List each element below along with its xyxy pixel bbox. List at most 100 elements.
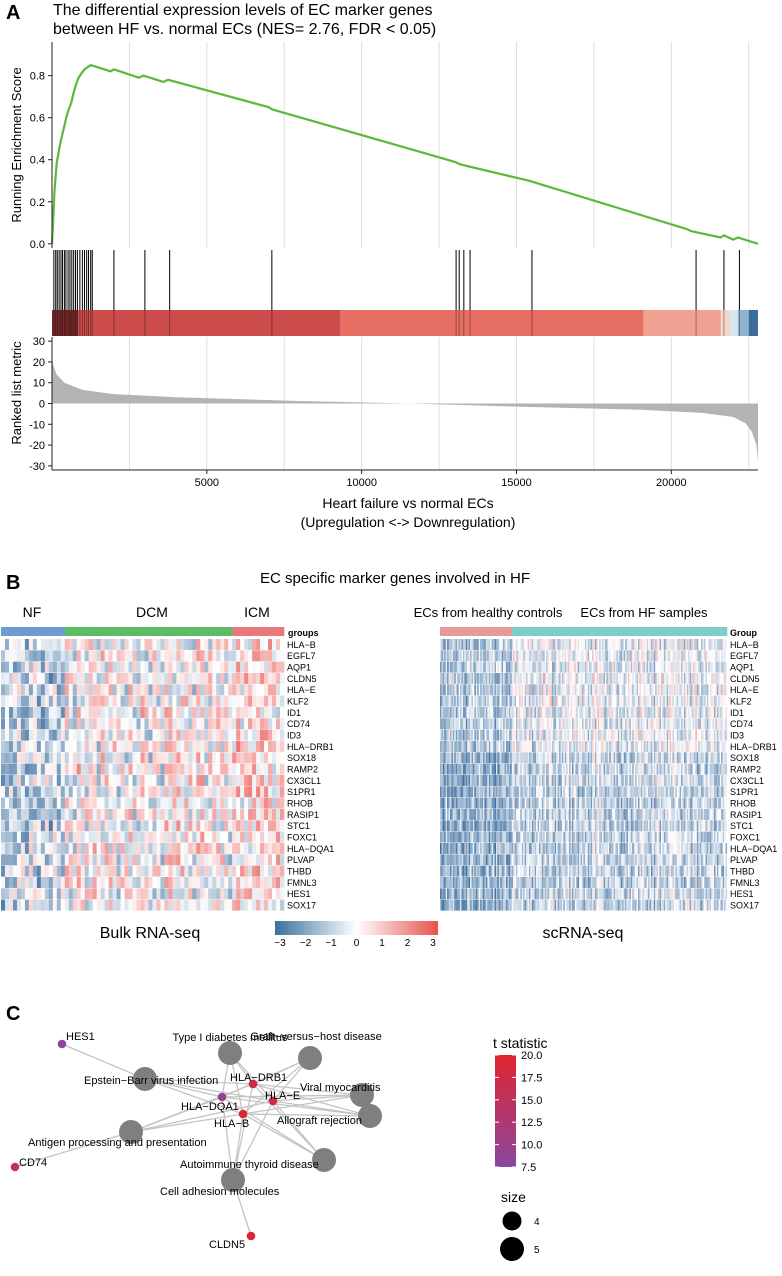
bulk-cell-21-67 <box>268 877 273 888</box>
sc-cell-21-115 <box>605 877 607 888</box>
bulk-cell-13-67 <box>268 786 273 798</box>
bulk-cell-13-63 <box>252 786 257 798</box>
bulk-cell-2-27 <box>108 661 113 673</box>
bulk-cell-0-60 <box>240 639 245 650</box>
sc-cell-1-72 <box>543 650 545 662</box>
sc-cell-16-25 <box>475 820 478 832</box>
sc-cell-13-49 <box>510 786 512 798</box>
sc-cell-10-2 <box>442 752 445 764</box>
sc-cell-2-116 <box>606 661 608 673</box>
sc-cell-5-12 <box>457 695 459 707</box>
sc-cell-10-112 <box>600 752 603 764</box>
bulk-cell-8-5 <box>20 729 26 741</box>
sc-cell-23-73 <box>544 899 547 911</box>
sc-cell-2-18 <box>465 661 468 673</box>
sc-cell-6-75 <box>547 707 550 718</box>
sc-cell-16-64 <box>531 820 534 832</box>
sc-cell-18-58 <box>523 843 525 854</box>
bulk-group-nf-label: NF <box>23 604 42 620</box>
bulk-cell-19-32 <box>128 854 133 866</box>
bulk-cell-2-69 <box>276 661 281 673</box>
sc-cell-7-100 <box>583 718 585 730</box>
sc-cell-22-111 <box>599 888 601 900</box>
sc-cell-17-119 <box>610 831 613 843</box>
bulk-cell-21-27 <box>108 877 113 888</box>
bulk-cell-15-3 <box>12 809 18 820</box>
sc-cell-8-37 <box>493 729 495 741</box>
bulk-cell-7-13 <box>52 718 58 730</box>
sc-cell-22-12 <box>457 888 459 900</box>
sc-cell-5-38 <box>494 695 497 707</box>
sc-cell-20-109 <box>596 865 598 877</box>
sc-cell-9-102 <box>586 741 588 752</box>
sc-cell-8-107 <box>593 729 596 741</box>
bulk-cell-20-15 <box>60 865 66 877</box>
bulk-cell-13-69 <box>276 786 281 798</box>
bulk-cell-8-12 <box>48 729 54 741</box>
sc-cell-12-115 <box>605 775 607 786</box>
sc-cell-23-1 <box>441 899 443 911</box>
sc-cell-20-111 <box>599 865 601 877</box>
sc-cell-1-117 <box>607 650 610 662</box>
sc-cell-4-40 <box>497 684 499 696</box>
bulk-cell-17-52 <box>208 831 213 843</box>
bulk-cell-0-19 <box>76 639 82 650</box>
sc-cell-23-21 <box>470 899 472 911</box>
sc-cell-1-79 <box>553 650 555 662</box>
sc-cell-6-121 <box>613 707 616 718</box>
sc-cell-15-47 <box>507 809 509 820</box>
bulk-cell-18-68 <box>272 843 277 854</box>
sc-cell-2-29 <box>481 661 484 673</box>
bulk-cell-9-22 <box>88 741 93 752</box>
sc-cell-9-39 <box>495 741 498 752</box>
sc-cell-12-118 <box>609 775 611 786</box>
sc-cell-6-125 <box>619 707 621 718</box>
sc-cell-11-69 <box>539 763 541 775</box>
sc-cell-14-83 <box>559 797 561 809</box>
bulk-cell-15-18 <box>72 809 78 820</box>
sc-cell-12-51 <box>513 775 515 786</box>
sc-cell-1-105 <box>590 650 593 662</box>
sc-cell-19-85 <box>561 854 564 866</box>
sc-cell-19-67 <box>536 854 538 866</box>
sc-cell-16-92 <box>572 820 574 832</box>
sc-cell-20-78 <box>551 865 554 877</box>
sc-cell-13-13 <box>458 786 461 798</box>
sc-cell-2-33 <box>487 661 489 673</box>
bulk-cell-14-27 <box>108 797 113 809</box>
sc-cell-10-40 <box>497 752 499 764</box>
sc-cell-20-1 <box>441 865 443 877</box>
sc-cell-10-48 <box>508 752 511 764</box>
sc-cell-14-127 <box>622 797 624 809</box>
sc-cell-14-106 <box>592 797 594 809</box>
sc-cell-6-111 <box>599 707 601 718</box>
sc-cell-6-69 <box>539 707 541 718</box>
sc-cell-12-126 <box>620 775 623 786</box>
sc-cell-0-106 <box>592 639 594 650</box>
bulk-cell-13-66 <box>264 786 269 798</box>
sc-cell-20-101 <box>584 865 587 877</box>
sc-cell-2-66 <box>534 661 537 673</box>
bulk-cell-12-13 <box>52 775 58 786</box>
sc-cell-8-51 <box>513 729 515 741</box>
sc-cell-17-106 <box>592 831 594 843</box>
sc-cell-11-4 <box>445 763 448 775</box>
sc-cell-19-22 <box>471 854 474 866</box>
sc-cell-22-71 <box>541 888 544 900</box>
sc-cell-7-43 <box>501 718 504 730</box>
sc-cell-2-84 <box>560 661 563 673</box>
bulk-cell-8-35 <box>140 729 145 741</box>
sc-cell-16-78 <box>551 820 554 832</box>
ranked-metric-area <box>52 357 758 462</box>
bulk-cell-7-2 <box>8 718 14 730</box>
sc-cell-2-112 <box>600 661 603 673</box>
sc-cell-9-121 <box>613 741 616 752</box>
sc-cell-2-118 <box>609 661 611 673</box>
sc-cell-11-73 <box>544 763 547 775</box>
bulk-cell-9-28 <box>112 741 117 752</box>
bulk-cell-22-27 <box>108 888 113 900</box>
sc-cell-15-5 <box>447 809 449 820</box>
bulk-cell-17-17 <box>68 831 74 843</box>
sc-cell-17-45 <box>504 831 507 843</box>
bulk-cell-17-53 <box>212 831 217 843</box>
